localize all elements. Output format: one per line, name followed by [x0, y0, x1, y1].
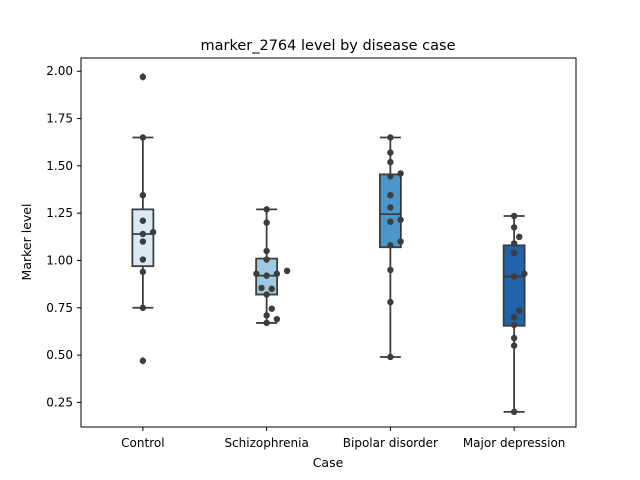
data-point-major-depression	[510, 334, 518, 342]
x-tick-label: Control	[121, 436, 164, 450]
data-point-control	[139, 357, 147, 364]
box-control	[131, 208, 155, 268]
data-point-major-depression	[510, 342, 518, 349]
data-point-bipolar-disorder	[387, 149, 394, 156]
data-point-control	[149, 228, 157, 236]
data-point-bipolar-disorder	[387, 218, 394, 225]
x-tick-label: Schizophrenia	[224, 436, 308, 450]
data-point-bipolar-disorder	[387, 173, 394, 180]
plot-area: 0.25 0.50 0.75 1.00 1.25 1.50 1.75 2.00 Control S…	[46, 57, 577, 450]
data-point-schizophrenia	[263, 272, 270, 279]
data-point-major-depression	[510, 314, 518, 321]
data-point-schizophrenia	[263, 256, 270, 263]
data-point-major-depression	[510, 408, 518, 416]
data-point-bipolar-disorder	[387, 158, 394, 166]
y-tick-label: 1.00	[46, 253, 73, 267]
data-point-schizophrenia	[268, 305, 275, 312]
data-point-major-depression	[510, 321, 518, 329]
data-point-bipolar-disorder	[387, 266, 394, 274]
data-point-major-depression	[516, 233, 523, 241]
data-point-schizophrenia	[263, 206, 270, 213]
data-point-control	[139, 217, 147, 224]
data-point-schizophrenia	[263, 219, 270, 226]
y-tick-label: 0.75	[46, 301, 73, 315]
x-tick-label: Major depression	[463, 436, 566, 450]
data-point-bipolar-disorder	[397, 238, 404, 245]
data-point-major-depression	[510, 212, 518, 220]
data-point-control	[139, 238, 147, 245]
data-point-control	[139, 73, 147, 81]
data-point-schizophrenia	[273, 315, 281, 323]
data-point-bipolar-disorder	[387, 191, 394, 199]
box-major-depression	[502, 244, 526, 327]
data-point-schizophrenia	[258, 284, 265, 292]
data-point-control	[139, 304, 147, 311]
data-point-bipolar-disorder	[387, 204, 394, 211]
data-point-schizophrenia	[263, 319, 270, 327]
data-point-bipolar-disorder	[397, 216, 404, 223]
x-tick-label: Bipolar disorder	[343, 436, 438, 450]
chart-title: marker_2764 level by disease case	[201, 38, 456, 54]
data-point-bipolar-disorder	[387, 134, 394, 141]
data-point-major-depression	[510, 224, 518, 231]
data-point-control	[139, 191, 147, 199]
data-point-control	[139, 256, 147, 263]
data-point-major-depression	[510, 240, 518, 247]
data-point-bipolar-disorder	[387, 353, 394, 361]
x-axis-label: Case	[313, 455, 344, 470]
data-point-bipolar-disorder	[387, 242, 394, 249]
data-point-control	[139, 268, 147, 276]
data-point-schizophrenia	[273, 270, 281, 277]
data-point-major-depression	[516, 307, 523, 314]
data-point-schizophrenia	[263, 247, 270, 255]
y-tick-label: 0.50	[46, 348, 73, 362]
data-point-schizophrenia	[263, 312, 270, 319]
data-point-control	[139, 230, 147, 238]
data-point-major-depression	[521, 270, 528, 277]
data-point-major-depression	[510, 249, 518, 257]
data-point-schizophrenia	[263, 291, 270, 298]
data-point-schizophrenia	[268, 285, 275, 293]
plot-frame	[80, 57, 577, 428]
y-tick-label: 1.25	[46, 206, 73, 220]
y-axis-label: Marker level	[19, 204, 34, 281]
data-point-major-depression	[510, 273, 518, 280]
box-bipolar-disorder	[378, 173, 402, 249]
y-tick-label: 2.00	[46, 64, 73, 78]
data-point-bipolar-disorder	[387, 298, 394, 306]
y-tick-label: 1.75	[46, 112, 73, 126]
y-tick-label: 1.50	[46, 159, 73, 173]
data-point-control	[139, 134, 147, 141]
y-tick-label: 0.25	[46, 395, 73, 409]
data-point-schizophrenia	[253, 270, 260, 277]
data-point-schizophrenia	[283, 267, 291, 275]
data-point-bipolar-disorder	[397, 170, 404, 177]
